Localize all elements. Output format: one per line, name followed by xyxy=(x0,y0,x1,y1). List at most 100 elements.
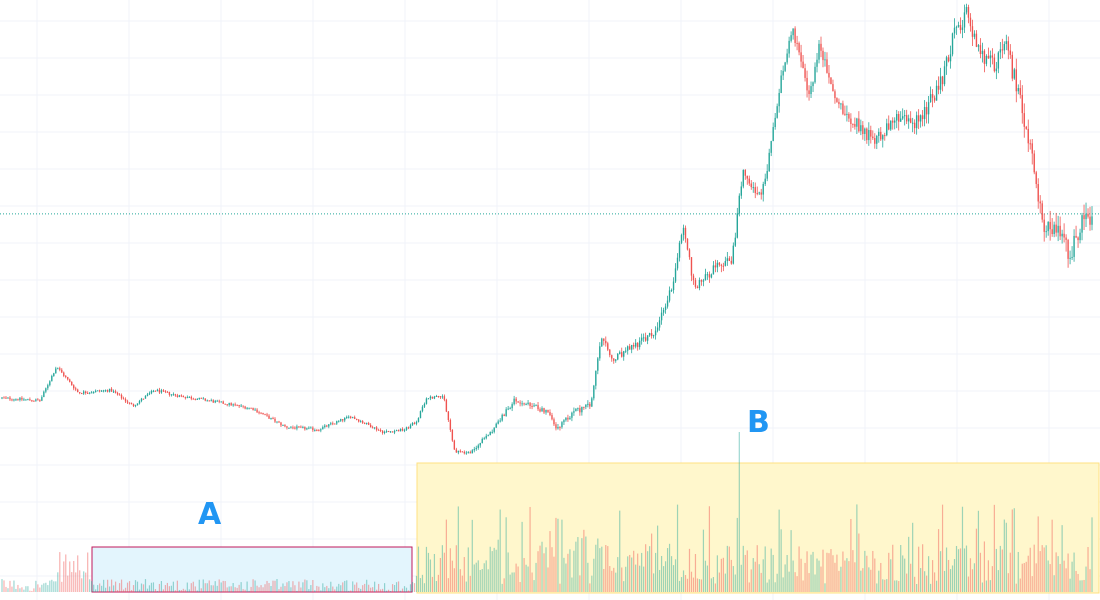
volume-bar xyxy=(1079,580,1081,592)
volume-bar xyxy=(258,587,260,592)
candle-body xyxy=(617,353,619,360)
candle-body xyxy=(812,82,814,87)
volume-bar xyxy=(234,587,236,592)
volume-bar xyxy=(599,548,601,592)
volume-bar xyxy=(41,584,43,592)
candle-body xyxy=(471,450,473,454)
volume-bar xyxy=(764,546,766,592)
volume-bar xyxy=(772,554,774,592)
volume-bar xyxy=(224,581,226,592)
candle-body xyxy=(521,403,523,405)
candle-body xyxy=(672,281,675,291)
candle-body xyxy=(106,390,109,392)
candle-body xyxy=(634,342,637,347)
candle-body xyxy=(393,431,396,433)
candle-body xyxy=(429,396,432,399)
candle-body xyxy=(668,290,671,301)
candle-body xyxy=(92,392,95,394)
candle-body xyxy=(979,45,982,55)
volume-bar xyxy=(441,545,443,592)
candle-body xyxy=(770,141,772,153)
volume-bar xyxy=(174,590,176,592)
candle-body xyxy=(519,402,521,404)
candle-body xyxy=(702,280,705,282)
candle-body xyxy=(1081,215,1083,233)
volume-bar xyxy=(358,587,360,592)
volume-bar xyxy=(284,586,286,592)
volume-bar xyxy=(551,547,553,592)
volume-bar xyxy=(563,557,565,592)
candle-body xyxy=(676,257,679,269)
volume-bar xyxy=(338,583,340,592)
candle-body xyxy=(621,352,623,357)
volume-bar xyxy=(565,563,567,592)
candle-body xyxy=(160,390,163,393)
volume-bar xyxy=(822,549,824,592)
volume-bar xyxy=(230,586,232,592)
candle-body xyxy=(724,261,727,266)
volume-bar xyxy=(409,584,412,592)
candle-body xyxy=(690,257,693,276)
volume-bar xyxy=(696,578,699,592)
volume-bar xyxy=(218,579,220,592)
volume-bar xyxy=(168,586,170,592)
candle-body xyxy=(931,94,934,98)
candle-body xyxy=(222,401,224,404)
volume-bar xyxy=(760,572,762,592)
candle-body xyxy=(477,445,479,448)
volume-bar xyxy=(25,586,27,592)
volume-bar xyxy=(647,551,649,592)
candle-body xyxy=(762,184,764,195)
candle-body xyxy=(1039,201,1041,204)
volume-bar xyxy=(401,588,404,592)
volume-bar xyxy=(83,571,85,592)
candle-body xyxy=(613,358,615,361)
candle-body xyxy=(232,404,234,406)
candle-body xyxy=(356,418,358,420)
candle-body xyxy=(915,115,918,129)
volume-bar xyxy=(144,579,147,592)
volume-bar xyxy=(890,559,892,592)
volume-bar xyxy=(190,583,192,592)
volume-bar xyxy=(429,559,432,592)
volume-bar xyxy=(728,546,730,592)
candle-body xyxy=(660,312,663,321)
candle-body xyxy=(3,397,5,399)
volume-bar xyxy=(653,573,655,592)
volume-bar xyxy=(97,585,99,592)
volume-bar xyxy=(252,579,254,592)
candle-body xyxy=(523,403,525,405)
candle-body xyxy=(929,94,932,103)
candle-body xyxy=(330,423,332,425)
volume-bar xyxy=(794,572,796,592)
volume-bar xyxy=(194,586,196,592)
candle-body xyxy=(63,372,65,376)
candle-body xyxy=(381,430,384,434)
candle-body xyxy=(898,114,900,122)
candle-body xyxy=(792,28,794,36)
volume-bar xyxy=(81,578,83,592)
candle-body xyxy=(37,399,39,401)
volume-bar xyxy=(601,546,603,592)
candle-body xyxy=(146,394,149,396)
candle-body xyxy=(802,61,804,69)
candle-body xyxy=(361,421,364,423)
volume-bar xyxy=(1001,549,1003,592)
candle-body xyxy=(561,422,563,428)
candle-body xyxy=(844,113,846,115)
volume-bar xyxy=(537,551,539,592)
candle-body xyxy=(21,397,23,400)
volume-bar xyxy=(415,575,418,592)
candle-body xyxy=(549,412,551,416)
volume-bar xyxy=(559,583,561,592)
volume-bar xyxy=(993,504,995,592)
candle-body xyxy=(557,427,559,429)
candle-body xyxy=(25,399,27,401)
volume-bar xyxy=(910,563,912,592)
volume-bar xyxy=(322,583,324,592)
volume-bar xyxy=(182,588,184,592)
volume-bar xyxy=(31,590,33,592)
volume-bar xyxy=(240,582,242,592)
volume-bar xyxy=(385,590,388,592)
candle-body xyxy=(1079,232,1081,241)
